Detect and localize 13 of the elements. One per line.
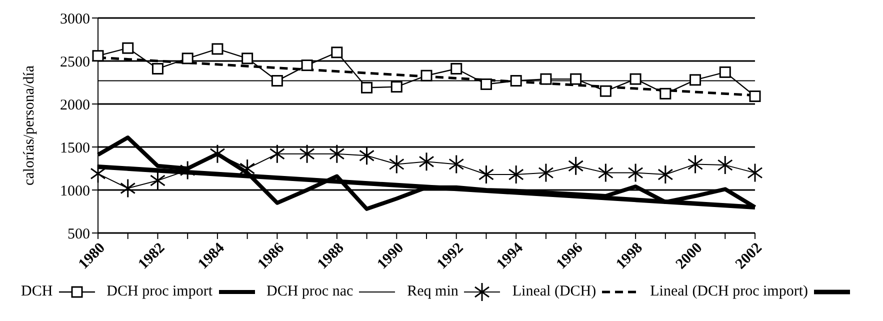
y-tick-label: 2000 [60, 97, 90, 114]
legend-label: Req min [407, 283, 460, 301]
legend-label: Lineal (DCH proc import) [650, 283, 809, 301]
legend-label: DCH proc import [106, 283, 214, 301]
legend-label: Lineal (DCH) [512, 283, 598, 301]
legend-label: DCH [21, 283, 54, 301]
y-tick-label: 500 [68, 226, 90, 242]
y-tick-label: 3000 [60, 11, 90, 28]
y-axis-title: calorías/persona/día [21, 65, 38, 186]
y-tick-label: 1500 [60, 140, 90, 156]
y-tick-label: 1000 [60, 183, 90, 200]
legend-label: DCH proc nac [266, 283, 354, 301]
y-tick-label: 2500 [60, 54, 90, 70]
